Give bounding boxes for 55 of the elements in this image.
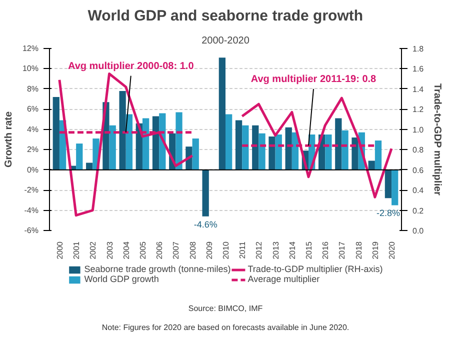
x-tick-label: 2015 [304,240,314,260]
annotation: Avg multiplier 2011-19: 0.8 [250,74,377,85]
y2-tick-label: 1.8 [412,44,424,54]
y-tick-label: -6% [24,226,39,235]
x-tick-label: 2009 [204,240,214,260]
y2-tick-label: 1.2 [412,105,424,114]
y2-tick-label: 1.4 [412,84,424,94]
y-tick-label: 12% [22,44,39,53]
chart-title: World GDP and seaborne trade growth [88,8,364,24]
y2-tick-label: 0.2 [412,206,424,216]
y-tick-label: 10% [22,64,39,74]
x-tick-label: 2020 [388,240,397,260]
y-tick-label: 0% [26,165,38,174]
y-axis-title: Growth rate [3,111,14,168]
x-tick-label: 2000 [55,240,64,260]
y-tick-label: 4% [26,124,38,134]
x-tick-label: 2005 [138,240,148,260]
y2-tick-label: 0.6 [412,166,424,175]
y2-axis-title: Trade-to-GDP multiplier [432,83,443,196]
x-tick-label: 2013 [271,240,280,260]
x-tick-label: 2016 [321,240,330,260]
y-tick-label: -4% [24,206,39,215]
x-tick-label: 2007 [172,240,181,260]
x-tick-label: 2017 [338,240,347,260]
y2-tick-label: 0.8 [412,146,424,155]
legend-label: Seaborne trade growth (tonne-miles) [84,264,231,274]
x-tick-label: 2003 [105,240,114,260]
y2-tick-label: 1.6 [412,64,424,74]
x-tick-label: 2018 [354,240,364,260]
data-label: -4.6% [194,219,218,230]
legend-label: World GDP growth [84,274,159,284]
y-tick-label: 8% [26,84,38,94]
x-tick-label: 2012 [254,240,264,260]
x-tick-label: 2002 [88,240,98,260]
y-tick-label: 6% [26,104,38,114]
chart-subtitle: 2000-2020 [202,36,250,46]
x-tick-label: 2004 [122,240,131,260]
x-tick-label: 2008 [188,240,198,260]
source-note: Source: BIMCO, IMF [188,304,263,314]
y2-tick-label: 0.4 [412,186,424,196]
legend-label: Average multiplier [248,274,320,284]
text: Note: Figures for 2020 are based on forecasts available in June 2020. [102,322,350,332]
x-tick-label: 2014 [288,240,297,260]
x-tick-label: 2019 [370,240,380,260]
y2-tick-label: 1.0 [412,125,424,134]
x-tick-label: 2001 [72,240,82,260]
y2-tick-label: 0.0 [412,226,424,236]
legend-label: Trade-to-GDP multiplier (RH-axis) [248,264,383,274]
y-tick-label: 2% [26,145,38,154]
x-tick-label: 2011 [238,240,248,259]
y-tick-label: -2% [24,186,39,195]
x-tick-label: 2006 [155,240,164,260]
x-tick-label: 2010 [222,240,230,260]
annotation: Avg multiplier 2000-08: 1.0 [68,60,194,72]
data-label: -2.8% [376,208,400,218]
